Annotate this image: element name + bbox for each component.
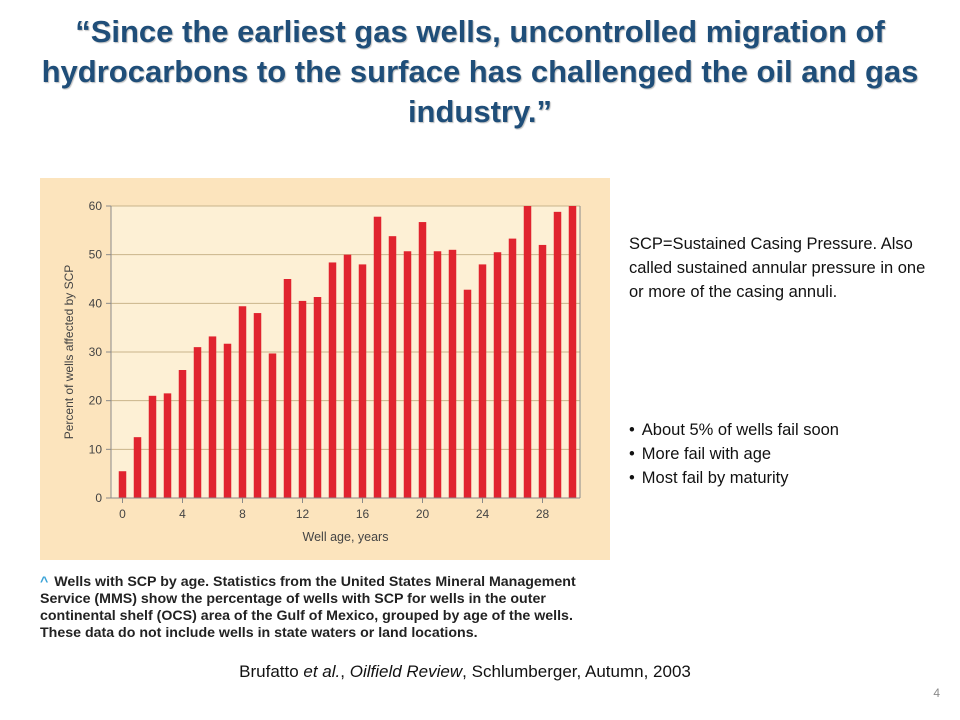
- x-tick-label: 8: [239, 507, 246, 521]
- bar: [508, 238, 517, 498]
- x-tick-label: 20: [416, 507, 430, 521]
- source-authors: Brufatto: [239, 662, 304, 681]
- chart-panel: 0 10 20 30 40 50 60 0 4 8 12 16 20 24 28 Well age, year…: [40, 178, 610, 560]
- x-axis-label: Well age, years: [303, 530, 389, 544]
- source-citation: Brufatto et al., Oilfield Review, Schlum…: [100, 662, 830, 682]
- slide-number: 4: [933, 686, 940, 700]
- bar: [118, 471, 127, 498]
- x-tick-label: 0: [119, 507, 126, 521]
- bar: [448, 249, 457, 498]
- bar: [568, 206, 577, 498]
- bar: [163, 393, 172, 498]
- bar: [148, 395, 157, 498]
- caption-marker-icon: ^: [40, 574, 49, 590]
- source-etal: et al.: [303, 662, 341, 681]
- bar: [283, 279, 292, 498]
- source-sep: ,: [340, 662, 350, 681]
- y-axis-label: Percent of wells affected by SCP: [62, 265, 76, 440]
- bar: [223, 343, 232, 498]
- y-tick-label: 60: [89, 199, 103, 213]
- bar: [523, 206, 532, 498]
- bar: [493, 252, 502, 498]
- y-tick-label: 0: [95, 491, 102, 505]
- bar: [298, 300, 307, 498]
- y-tick-label: 30: [89, 345, 103, 359]
- bullet-item: About 5% of wells fail soon: [629, 418, 939, 442]
- bar: [373, 216, 382, 498]
- bullet-list: About 5% of wells fail soon More fail wi…: [629, 418, 939, 490]
- bar: [313, 297, 322, 498]
- y-tick-label: 10: [89, 442, 103, 456]
- y-tick-label: 50: [89, 248, 103, 262]
- caption-text: Wells with SCP by age. Statistics from t…: [40, 574, 576, 641]
- bar: [538, 244, 547, 498]
- bar: [253, 313, 262, 498]
- source-journal: Oilfield Review: [349, 662, 463, 681]
- y-tick-label: 40: [89, 296, 103, 310]
- slide-title: “Since the earliest gas wells, uncontrol…: [41, 14, 919, 129]
- bar: [433, 251, 442, 498]
- bullet-item: More fail with age: [629, 442, 939, 466]
- scp-definition: SCP=Sustained Casing Pressure. Also call…: [629, 235, 926, 301]
- bar: [208, 336, 217, 498]
- bar: [478, 264, 487, 498]
- bar: [268, 353, 277, 498]
- x-tick-label: 16: [356, 507, 370, 521]
- bullet-item: Most fail by maturity: [629, 466, 939, 490]
- bar: [388, 236, 397, 498]
- bar: [358, 264, 367, 498]
- bar: [238, 306, 247, 498]
- bar: [328, 262, 337, 498]
- bar: [178, 370, 187, 498]
- bar: [403, 251, 412, 498]
- bar: [343, 254, 352, 498]
- x-tick-label: 28: [536, 507, 550, 521]
- x-tick-label: 4: [179, 507, 186, 521]
- bar: [418, 222, 427, 498]
- x-tick-label: 12: [296, 507, 310, 521]
- bar: [463, 289, 472, 498]
- x-tick-label: 24: [476, 507, 490, 521]
- figure-caption: ^ Wells with SCP by age. Statistics from …: [40, 574, 610, 642]
- y-tick-label: 20: [89, 394, 103, 408]
- scp-bar-chart: 0 10 20 30 40 50 60 0 4 8 12 16 20 24 28 Well age, year…: [40, 178, 610, 560]
- bar: [553, 211, 562, 498]
- source-rest: , Schlumberger, Autumn, 2003: [462, 662, 691, 681]
- bar: [133, 437, 142, 498]
- bar: [193, 347, 202, 498]
